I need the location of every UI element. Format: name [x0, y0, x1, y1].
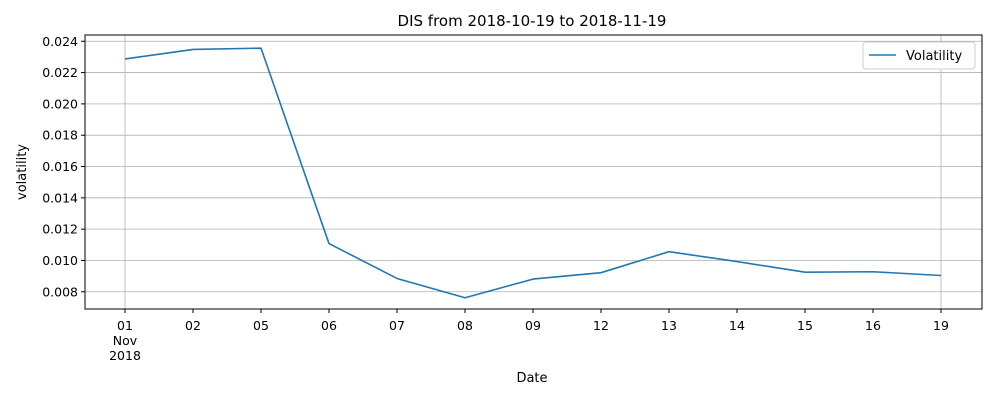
- y-tick-label: 0.018: [42, 128, 78, 143]
- x-tick-label: 12: [593, 318, 609, 333]
- x-tick-label: 14: [729, 318, 745, 333]
- x-tick-label: 05: [253, 318, 269, 333]
- plot-frame: [84, 34, 983, 310]
- y-tick-label: 0.020: [42, 96, 78, 111]
- legend: Volatility: [862, 41, 976, 70]
- x-tick-label: 19: [933, 318, 949, 333]
- y-tick-label: 0.012: [42, 222, 78, 237]
- y-tick-label: 0.016: [42, 159, 78, 174]
- legend-label-volatility: Volatility: [906, 49, 962, 64]
- x-tick-label: 13: [661, 318, 677, 333]
- x-tick-label: 02: [185, 318, 201, 333]
- x-tick-label: Nov: [113, 333, 138, 348]
- x-tick-label: 07: [389, 318, 405, 333]
- chart-title: DIS from 2018-10-19 to 2018-11-19: [398, 12, 667, 30]
- y-axis: 0.008 0.010 0.012 0.014 0.016 0.018 0.020 0.022…: [42, 34, 85, 299]
- grid: [85, 35, 982, 309]
- x-tick-label: 16: [865, 318, 881, 333]
- x-tick-label: 01: [117, 318, 133, 333]
- series-group: [124, 47, 942, 299]
- x-tick-label: 08: [457, 318, 473, 333]
- x-tick-label: 09: [525, 318, 541, 333]
- y-axis-label: volatility: [15, 144, 30, 200]
- x-tick-label: 15: [797, 318, 813, 333]
- x-tick-label: 2018: [109, 348, 141, 363]
- y-tick-label: 0.010: [42, 253, 78, 268]
- series-line-volatility: [124, 47, 942, 299]
- y-tick-label: 0.024: [42, 34, 78, 49]
- y-tick-label: 0.008: [42, 284, 78, 299]
- y-tick-label: 0.022: [42, 65, 78, 80]
- legend-box: [862, 41, 976, 70]
- x-axis-label: Date: [516, 371, 547, 386]
- x-tick-label: 06: [321, 318, 337, 333]
- y-tick-label: 0.014: [42, 190, 78, 205]
